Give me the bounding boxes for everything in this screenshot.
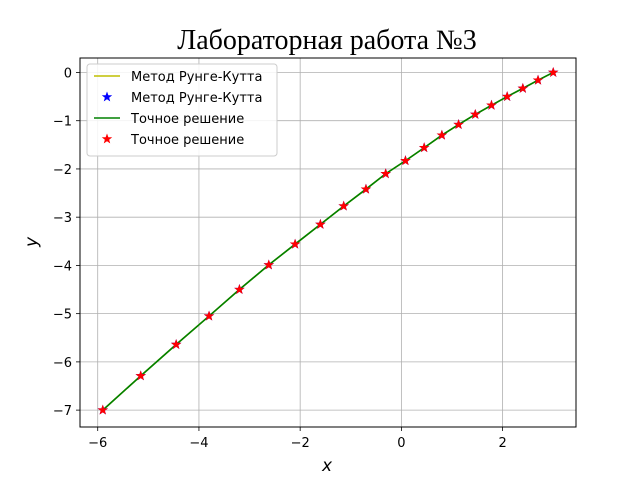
series-3-point [532, 74, 544, 85]
legend-box [86, 63, 278, 157]
legend-label: Метод Рунге-Кутта [131, 70, 262, 85]
x-tick-label: −4 [189, 436, 208, 451]
legend: Метод Рунге-Кутта Метод Рунге-Кутта Точное… [86, 63, 278, 157]
series-3-point [315, 218, 326, 229]
series-3-point [470, 108, 481, 119]
y-tick-label: −2 [53, 163, 72, 178]
series-3-point [501, 91, 513, 102]
series-3-point [517, 82, 529, 93]
chart-title: Лабораторная работа №3 [177, 25, 477, 56]
legend-label: Точное решение [130, 112, 244, 127]
axis-ticks: −6 −4 −2 0 2 0 −1 −2 −3 −4 −5 −6 −7 [53, 66, 507, 451]
x-tick-label: 0 [397, 436, 405, 451]
series-3-point [289, 238, 301, 249]
plot-frame [79, 57, 577, 428]
series-3-point [486, 99, 497, 110]
series-3-point [135, 370, 146, 381]
legend-label: Точное решение [130, 133, 244, 148]
series-3-point [418, 142, 430, 153]
series-3-point [338, 200, 349, 211]
legend-star-swatch [101, 91, 113, 102]
y-tick-label: −3 [53, 211, 72, 226]
series-3-point [400, 155, 411, 166]
series-3-point [170, 339, 182, 349]
y-tick-label: 0 [64, 66, 72, 81]
y-tick-label: −5 [53, 308, 72, 323]
x-tick-label: 2 [498, 436, 506, 451]
y-tick-label: −6 [53, 356, 72, 371]
y-tick-label: −4 [53, 259, 72, 274]
y-tick-label: −1 [53, 115, 72, 130]
x-tick-label: −6 [88, 436, 107, 451]
series-3-point [97, 404, 108, 415]
series-3-point [203, 310, 215, 321]
series-3-point [360, 183, 372, 194]
series-3-point [548, 66, 559, 77]
y-axis-label: y [22, 236, 42, 248]
x-axis-label: x [321, 456, 333, 476]
legend-star-swatch [101, 133, 113, 144]
series-3-point [380, 168, 391, 179]
series-3-point [263, 259, 274, 270]
legend-label: Метод Рунге-Кутта [131, 91, 262, 106]
series-3-point [234, 284, 245, 294]
series-markers [97, 66, 559, 415]
series-3-point [453, 119, 464, 130]
series-3-point [436, 129, 448, 140]
x-tick-label: −2 [291, 436, 310, 451]
y-tick-label: −7 [53, 404, 72, 419]
